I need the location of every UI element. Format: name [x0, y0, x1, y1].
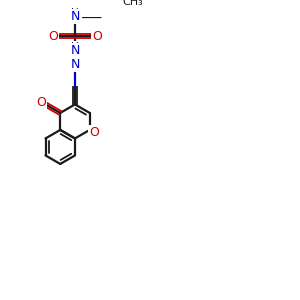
- Text: H: H: [71, 42, 79, 52]
- Text: N: N: [70, 44, 80, 57]
- Text: O: O: [37, 96, 46, 109]
- Text: N: N: [70, 58, 80, 71]
- Text: H: H: [71, 8, 79, 18]
- Text: CH₃: CH₃: [122, 0, 143, 8]
- Text: O: O: [92, 30, 102, 43]
- Text: N: N: [70, 10, 80, 23]
- Text: O: O: [89, 126, 99, 139]
- Text: O: O: [48, 30, 58, 43]
